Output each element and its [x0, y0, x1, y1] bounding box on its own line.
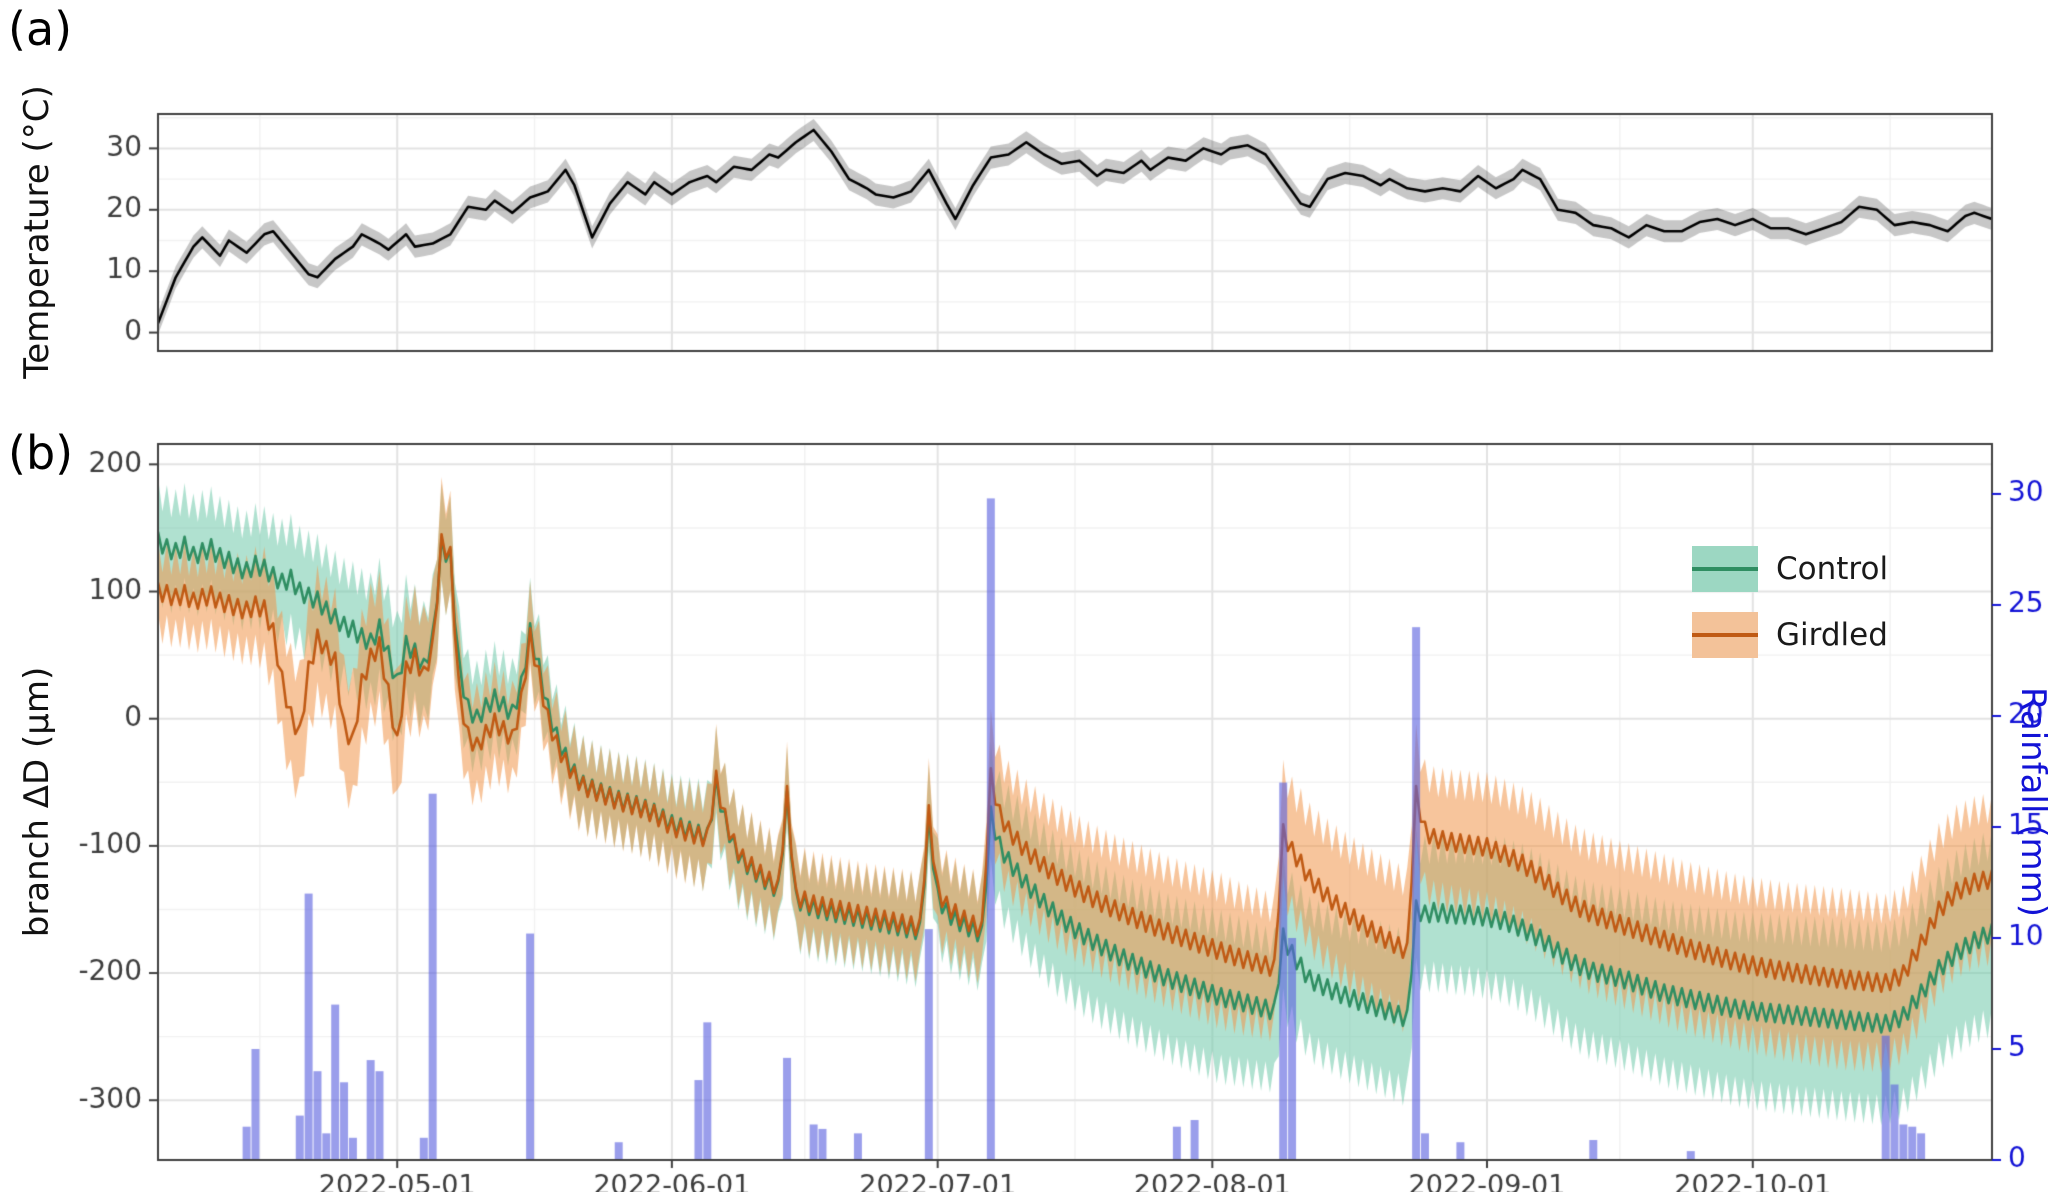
- control-line-swatch: [1692, 567, 1758, 571]
- girdled-ribbon-swatch: [1692, 612, 1758, 658]
- control-ribbon-swatch: [1692, 546, 1758, 592]
- girdled-line-swatch: [1692, 633, 1758, 637]
- legend-item-girdled: Girdled: [1692, 612, 1888, 658]
- panel-b-label: (b): [8, 426, 74, 480]
- panel-a-label: (a): [8, 2, 73, 56]
- legend-label-girdled: Girdled: [1776, 617, 1888, 653]
- branch-delta-d-axis-title: branch ΔD (µm): [17, 666, 57, 938]
- rainfall-axis-title: Rainfall (mm): [2013, 687, 2053, 917]
- legend-label-control: Control: [1776, 551, 1889, 587]
- temperature-axis-title: Temperature (°C): [17, 85, 57, 379]
- legend: Control Girdled: [1692, 546, 1888, 658]
- legend-item-control: Control: [1692, 546, 1888, 592]
